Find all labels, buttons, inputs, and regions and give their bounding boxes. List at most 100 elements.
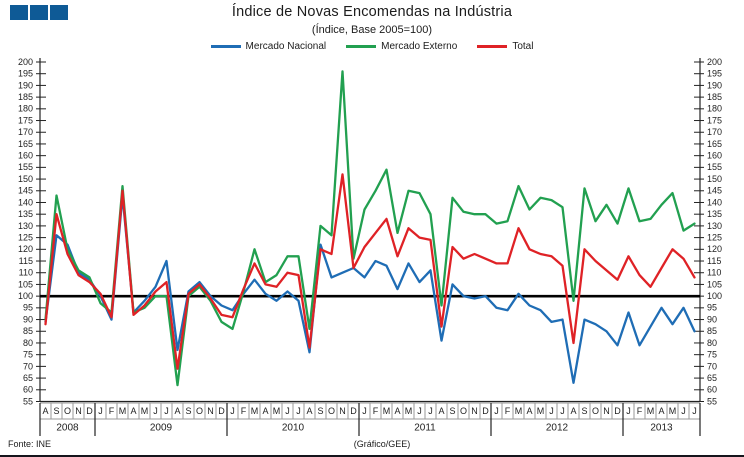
svg-text:105: 105 (707, 279, 722, 289)
svg-text:90: 90 (707, 314, 717, 324)
logo-square-icon (10, 5, 28, 20)
svg-text:125: 125 (18, 232, 33, 242)
axes (39, 58, 701, 403)
svg-text:J: J (285, 406, 290, 416)
svg-text:J: J (494, 406, 499, 416)
legend-swatch-icon (346, 45, 377, 48)
svg-text:N: N (603, 406, 610, 416)
svg-text:M: M (647, 406, 655, 416)
svg-text:F: F (373, 406, 379, 416)
svg-text:85: 85 (23, 326, 33, 336)
svg-text:F: F (241, 406, 247, 416)
svg-text:J: J (296, 406, 301, 416)
series-total (44, 173, 696, 370)
svg-text:170: 170 (707, 127, 722, 137)
x-axis-years: 2008 2009 2010 2011 2012 2013 (39, 403, 701, 436)
svg-text:F: F (637, 406, 643, 416)
chart-subtitle: (Índice, Base 2005=100) (311, 24, 433, 36)
svg-text:2009: 2009 (150, 423, 173, 434)
svg-text:N: N (207, 406, 214, 416)
svg-text:O: O (592, 406, 599, 416)
svg-text:100: 100 (18, 291, 33, 301)
svg-text:115: 115 (19, 256, 33, 266)
svg-text:J: J (560, 406, 565, 416)
svg-text:J: J (417, 406, 422, 416)
svg-text:130: 130 (18, 221, 33, 231)
svg-text:130: 130 (707, 221, 722, 231)
svg-text:2013: 2013 (650, 423, 673, 434)
svg-text:105: 105 (18, 279, 33, 289)
svg-text:S: S (449, 406, 455, 416)
svg-text:85: 85 (707, 326, 717, 336)
svg-text:2010: 2010 (282, 423, 305, 434)
svg-text:155: 155 (18, 162, 33, 172)
svg-text:115: 115 (707, 256, 721, 266)
svg-text:D: D (614, 406, 621, 416)
svg-text:110: 110 (19, 268, 33, 278)
svg-text:100: 100 (707, 291, 722, 301)
svg-text:O: O (328, 406, 335, 416)
logo-square-icon (30, 5, 48, 20)
svg-text:J: J (98, 406, 103, 416)
legend-label: Mercado Externo (381, 41, 458, 52)
svg-text:125: 125 (707, 232, 722, 242)
svg-text:120: 120 (707, 244, 722, 254)
legend: Mercado Nacional Mercado Externo Total (0, 41, 744, 52)
svg-text:S: S (185, 406, 191, 416)
svg-text:160: 160 (707, 151, 722, 161)
svg-text:S: S (581, 406, 587, 416)
svg-text:2012: 2012 (546, 423, 569, 434)
legend-label: Total (512, 41, 534, 52)
logo-square-icon (50, 5, 68, 20)
svg-text:80: 80 (23, 338, 33, 348)
svg-text:M: M (405, 406, 413, 416)
svg-text:M: M (273, 406, 281, 416)
svg-text:75: 75 (707, 350, 717, 360)
bottom-rule (0, 455, 744, 457)
svg-text:180: 180 (18, 104, 33, 114)
svg-text:140: 140 (707, 197, 722, 207)
svg-text:135: 135 (18, 209, 33, 219)
svg-text:N: N (471, 406, 478, 416)
svg-text:D: D (350, 406, 357, 416)
svg-text:F: F (505, 406, 511, 416)
svg-text:170: 170 (18, 127, 33, 137)
svg-text:175: 175 (18, 115, 33, 125)
svg-text:M: M (669, 406, 677, 416)
svg-text:180: 180 (707, 104, 722, 114)
svg-text:J: J (681, 406, 686, 416)
svg-text:195: 195 (707, 69, 722, 79)
svg-text:65: 65 (23, 373, 33, 383)
svg-text:155: 155 (707, 162, 722, 172)
svg-text:80: 80 (707, 338, 717, 348)
svg-text:A: A (262, 406, 268, 416)
svg-text:A: A (174, 406, 180, 416)
svg-text:J: J (626, 406, 631, 416)
chart-title: Índice de Novas Encomendas na Indústria (231, 4, 513, 20)
svg-text:145: 145 (18, 186, 33, 196)
legend-item-mercado-externo: Mercado Externo (346, 41, 457, 52)
svg-text:J: J (428, 406, 433, 416)
svg-text:185: 185 (707, 92, 722, 102)
svg-text:J: J (549, 406, 554, 416)
svg-text:A: A (526, 406, 532, 416)
svg-text:165: 165 (18, 139, 33, 149)
svg-text:A: A (570, 406, 576, 416)
svg-text:145: 145 (707, 186, 722, 196)
svg-text:A: A (42, 406, 48, 416)
svg-text:90: 90 (23, 314, 33, 324)
svg-text:70: 70 (707, 361, 717, 371)
svg-text:165: 165 (707, 139, 722, 149)
svg-text:F: F (109, 406, 115, 416)
svg-text:55: 55 (23, 396, 33, 406)
svg-text:N: N (339, 406, 346, 416)
legend-item-total: Total (477, 41, 533, 52)
svg-text:O: O (196, 406, 203, 416)
svg-text:140: 140 (18, 197, 33, 207)
svg-text:A: A (438, 406, 444, 416)
svg-text:M: M (383, 406, 391, 416)
svg-text:D: D (86, 406, 93, 416)
svg-text:150: 150 (18, 174, 33, 184)
svg-text:75: 75 (23, 350, 33, 360)
